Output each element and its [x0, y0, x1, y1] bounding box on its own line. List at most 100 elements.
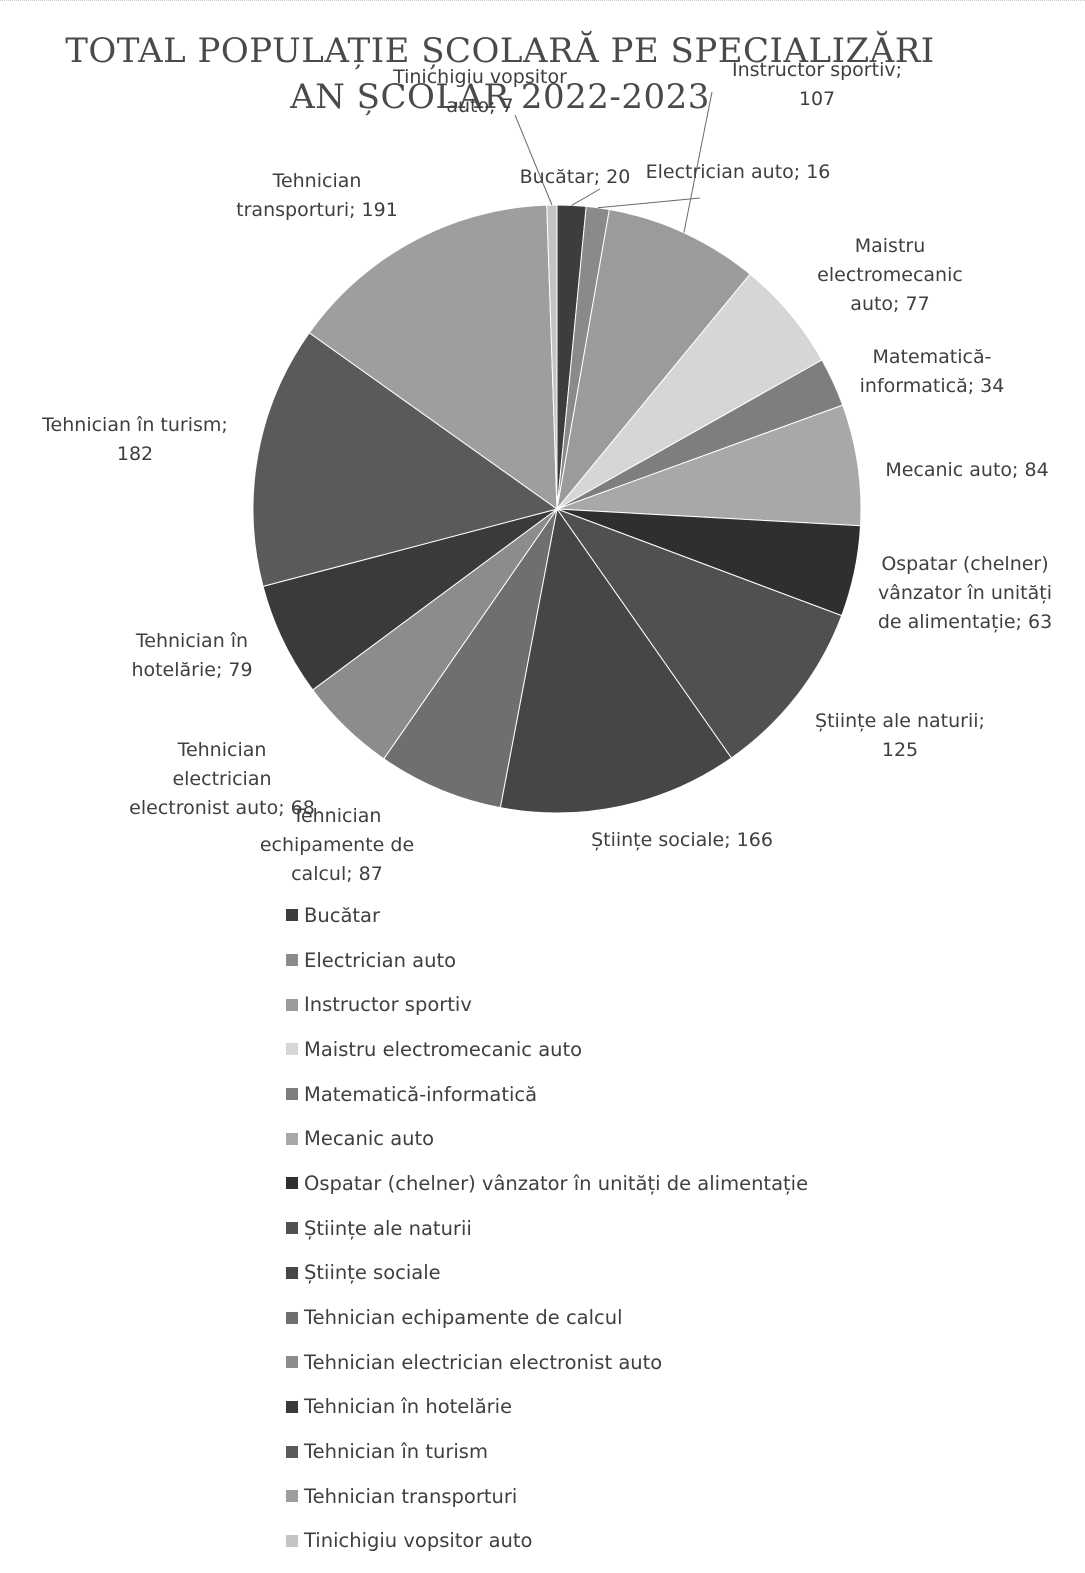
data-label-line: Mecanic auto; 84 — [885, 459, 1048, 481]
legend-swatch — [286, 998, 298, 1011]
legend-item: Tehnician electrician electronist auto — [286, 1340, 808, 1385]
legend-swatch — [286, 909, 298, 922]
legend-swatch — [286, 1043, 298, 1056]
data-label: Electrician auto; 16 — [646, 161, 831, 183]
pie-slice — [555, 507, 843, 759]
data-label: Bucătar; 20 — [520, 166, 631, 188]
data-label-line: Tinichigiu vopsitor — [392, 66, 567, 88]
data-label-line: informatică; 34 — [860, 375, 1005, 397]
data-label: Științe sociale; 166 — [591, 829, 773, 851]
legend-item: Bucătar — [286, 893, 808, 938]
legend-label: Tehnician în hotelărie — [304, 1395, 513, 1419]
legend-label: Electrician auto — [304, 948, 457, 972]
legend-item: Maistru electromecanic auto — [286, 1027, 808, 1072]
data-label-line: de alimentație; 63 — [878, 611, 1052, 633]
data-label-line: calcul; 87 — [291, 863, 383, 885]
data-label: Tehnician echipamente de calcul; 87 — [260, 805, 414, 885]
legend-item: Tehnician în turism — [286, 1429, 808, 1474]
data-label-line: Maistru — [855, 235, 926, 257]
legend-item: Tehnician în hotelărie — [286, 1385, 808, 1430]
data-label: Tehnician transporturi; 191 — [236, 170, 398, 221]
pie-slice — [308, 204, 558, 510]
chart-title-line-1: TOTAL POPULAȚIE ȘCOLARĂ PE SPECIALIZĂRI — [65, 31, 935, 71]
data-label-line: Electrician auto; 16 — [646, 161, 831, 183]
legend-swatch — [286, 1490, 298, 1503]
data-label-line: 125 — [882, 739, 918, 761]
data-label-line: Tehnician — [177, 739, 267, 761]
legend-swatch — [286, 1266, 298, 1279]
legend-label: Instructor sportiv — [304, 993, 472, 1017]
legend-label: Tehnician electrician electronist auto — [304, 1350, 663, 1374]
data-label-line: Instructor sportiv; — [732, 59, 902, 81]
legend: Bucătar Electrician auto Instructor sporti… — [286, 893, 808, 1563]
legend-item: Științe ale naturii — [286, 1206, 808, 1251]
pie-slice — [546, 204, 558, 510]
data-label-line: transporturi; 191 — [236, 199, 398, 221]
legend-item: Matematică-informatică — [286, 1072, 808, 1117]
data-label-line: Științe sociale; 166 — [591, 829, 773, 851]
data-label: Ospatar (chelner) vânzator în unități de a… — [878, 553, 1052, 633]
data-label-line: Tehnician în — [135, 630, 248, 652]
legend-swatch — [286, 1222, 298, 1235]
legend-label: Matematică-informatică — [304, 1082, 538, 1106]
legend-label: Tinichigiu vopsitor auto — [304, 1529, 533, 1553]
leader-line — [597, 197, 701, 209]
data-label-line: auto; 7 — [446, 95, 513, 117]
legend-swatch — [286, 1177, 298, 1190]
leader-line — [683, 91, 713, 233]
legend-label: Tehnician în turism — [304, 1440, 488, 1464]
pie-slice — [252, 332, 559, 588]
legend-label: Științe sociale — [304, 1261, 441, 1285]
legend-label: Bucătar — [304, 903, 381, 927]
data-label: Matematică-informatică; 34 — [860, 346, 1005, 397]
data-label: Maistru electromecanic auto; 77 — [817, 235, 963, 315]
data-label-line: electrician — [172, 768, 271, 790]
data-label: Mecanic auto; 84 — [885, 459, 1048, 481]
legend-swatch — [286, 1534, 298, 1547]
chart-title-line-2: AN ȘCOLAR 2022-2023 — [290, 77, 710, 117]
legend-swatch — [286, 1132, 298, 1145]
legend-item: Tehnician echipamente de calcul — [286, 1295, 808, 1340]
data-label: Tehnician în turism; 182 — [41, 414, 228, 465]
legend-item: Tinichigiu vopsitor auto — [286, 1519, 808, 1564]
data-label-line: Tehnician în turism; — [41, 414, 228, 436]
data-label-line: echipamente de — [260, 834, 414, 856]
data-label-line: Ospatar (chelner) — [881, 553, 1048, 575]
leader-line — [571, 188, 601, 206]
legend-item: Mecanic auto — [286, 1116, 808, 1161]
data-label: Tehnician electrician electronist auto; 68 — [129, 739, 315, 819]
data-label-line: auto; 77 — [850, 293, 929, 315]
legend-label: Tehnician transporturi — [304, 1484, 518, 1508]
legend-label: Maistru electromecanic auto — [304, 1037, 583, 1061]
chart-title: TOTAL POPULAȚIE ȘCOLARĂ PE SPECIALIZĂRI … — [60, 28, 940, 120]
data-label: Tinichigiu vopsitor auto; 7 — [392, 66, 567, 117]
pie-slice — [556, 404, 862, 527]
legend-item: Instructor sportiv — [286, 982, 808, 1027]
data-label-line: Tehnician — [272, 170, 362, 192]
pie-slice — [383, 508, 558, 809]
legend-item: Tehnician transporturi — [286, 1474, 808, 1519]
data-label-line: hotelărie; 79 — [131, 659, 252, 681]
data-label-line: Științe ale naturii; — [815, 710, 985, 732]
legend-swatch — [286, 1400, 298, 1413]
legend-label: Ospatar (chelner) vânzator în unități de… — [304, 1171, 809, 1195]
legend-label: Mecanic auto — [304, 1127, 435, 1151]
data-label: Tehnician în hotelărie; 79 — [131, 630, 252, 681]
legend-item: Științe sociale — [286, 1251, 808, 1296]
data-label-line: vânzator în unități — [878, 582, 1052, 604]
data-label-line: Bucătar; 20 — [520, 166, 631, 188]
legend-item: Electrician auto — [286, 938, 808, 983]
pie-chart: Bucătar; 20 Electrician auto; 16 Instructo… — [41, 59, 1052, 885]
data-label: Științe ale naturii; 125 — [815, 710, 985, 761]
data-label: Instructor sportiv; 107 — [732, 59, 902, 110]
legend-label: Tehnician echipamente de calcul — [304, 1306, 623, 1330]
data-label-line: 182 — [117, 443, 153, 465]
legend-swatch — [286, 1356, 298, 1369]
data-label-line: Matematică- — [872, 346, 991, 368]
legend-label: Științe ale naturii — [304, 1216, 472, 1240]
data-label-line: electromecanic — [817, 264, 963, 286]
data-label-line: 107 — [799, 88, 835, 110]
pie-slice — [556, 208, 751, 511]
legend-swatch — [286, 1311, 298, 1324]
